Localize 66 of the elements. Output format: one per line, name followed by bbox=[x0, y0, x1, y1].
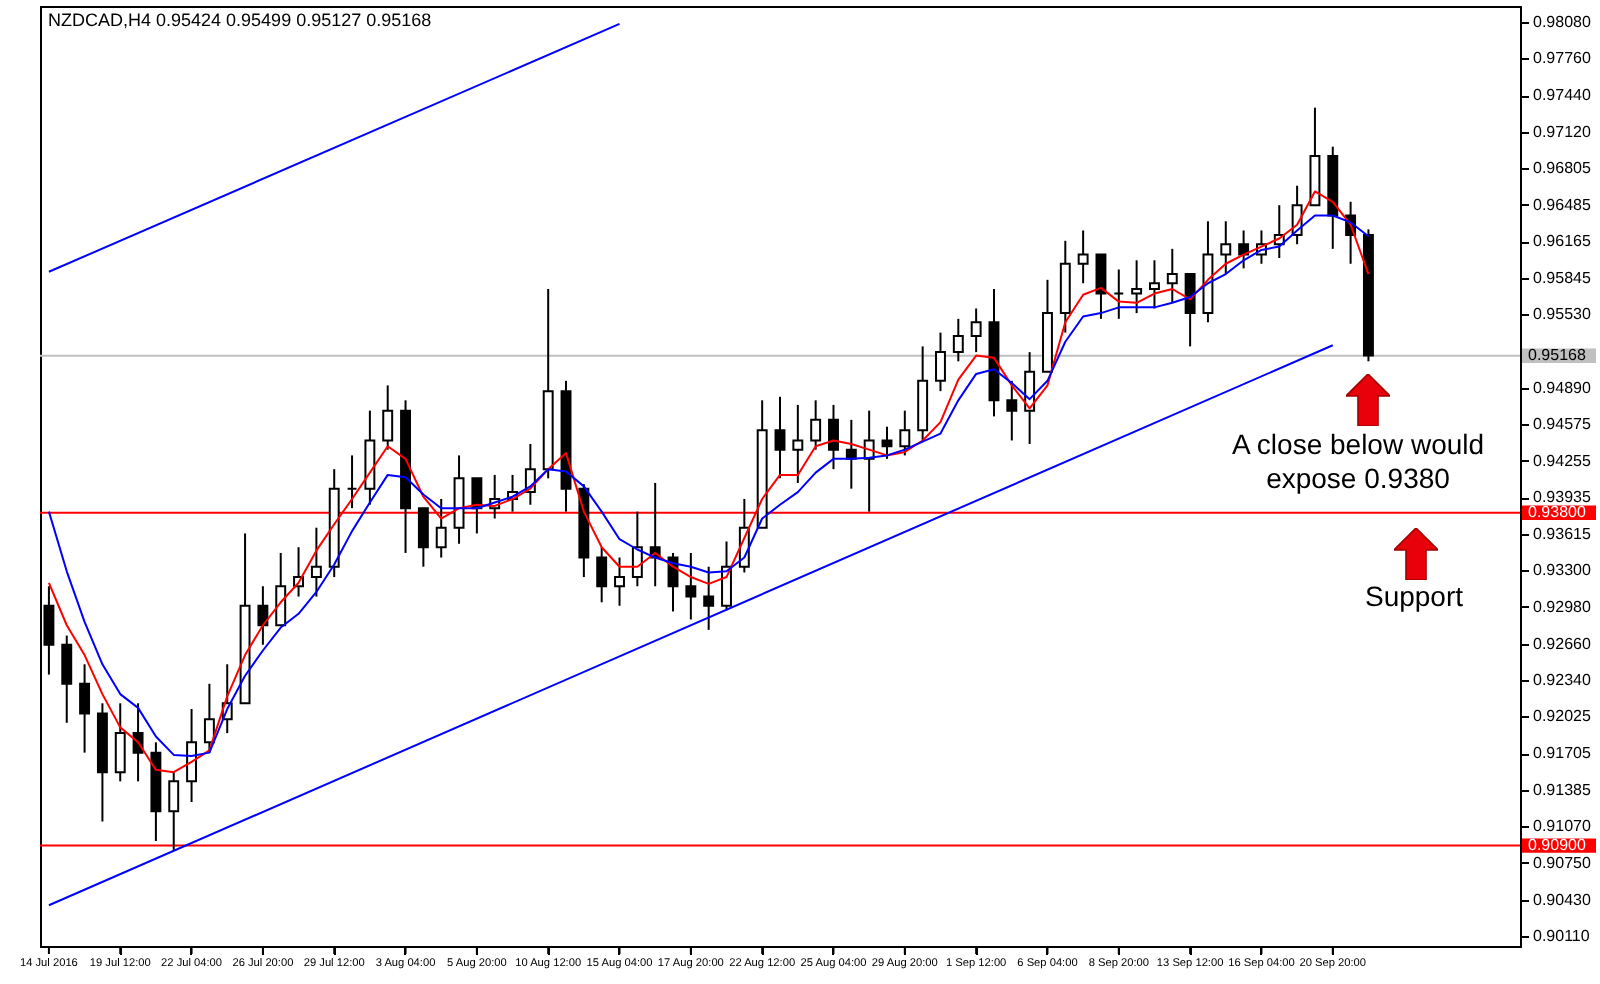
candlestick bbox=[275, 551, 287, 627]
candlestick bbox=[186, 708, 198, 803]
candlestick bbox=[952, 317, 964, 363]
candlestick bbox=[382, 384, 394, 451]
y-tick-label: 0.97120 bbox=[1533, 122, 1592, 141]
y-tick-label: 0.96485 bbox=[1533, 195, 1592, 214]
candlestick bbox=[1220, 220, 1232, 276]
y-tick-label: 0.93935 bbox=[1533, 488, 1592, 507]
y-tick-label: 0.94255 bbox=[1533, 451, 1592, 470]
candlestick bbox=[614, 556, 625, 607]
candlestick bbox=[132, 702, 144, 783]
candlestick bbox=[1131, 259, 1143, 315]
candlestick bbox=[828, 403, 839, 471]
candlestick bbox=[899, 409, 911, 457]
candlestick bbox=[810, 399, 822, 451]
candlestick bbox=[792, 403, 804, 484]
candlestick bbox=[1149, 259, 1160, 310]
y-tick-label: 0.92660 bbox=[1533, 634, 1592, 653]
candlestick bbox=[168, 771, 180, 852]
y-tick-label: 0.90110 bbox=[1533, 927, 1591, 946]
candlestick bbox=[471, 477, 483, 535]
y-tick-label: 0.90750 bbox=[1533, 853, 1592, 872]
candlestick bbox=[703, 565, 715, 631]
y-tick-label: 0.91705 bbox=[1533, 744, 1592, 763]
y-tick-label: 0.91385 bbox=[1533, 780, 1592, 799]
ref-line-label: 0.95168 bbox=[1528, 345, 1587, 364]
candlestick bbox=[61, 634, 73, 724]
y-tick-label: 0.96805 bbox=[1533, 158, 1592, 177]
y-tick-label: 0.92980 bbox=[1533, 597, 1592, 616]
candlestick bbox=[774, 395, 786, 480]
candlestick bbox=[1238, 229, 1250, 270]
candlestick bbox=[596, 546, 608, 604]
candlestick bbox=[970, 307, 982, 354]
candlestick bbox=[79, 663, 91, 754]
annotation: A close below would expose 0.9380 bbox=[1231, 428, 1485, 494]
candlestick bbox=[257, 585, 269, 646]
candlestick bbox=[203, 682, 215, 754]
y-tick-label: 0.95530 bbox=[1533, 305, 1592, 324]
y-tick-label: 0.93615 bbox=[1533, 525, 1592, 544]
y-tick-label: 0.97440 bbox=[1533, 86, 1592, 105]
y-tick-label: 0.95845 bbox=[1533, 269, 1592, 288]
ref-line-label: 0.93800 bbox=[1528, 502, 1587, 521]
y-tick-label: 0.92340 bbox=[1533, 671, 1592, 690]
chart-title: NZDCAD,H4 0.95424 0.95499 0.95127 0.95168 bbox=[48, 10, 432, 30]
y-tick-label: 0.91070 bbox=[1533, 817, 1592, 836]
candlestick bbox=[1006, 379, 1018, 442]
y-tick-label: 0.92025 bbox=[1533, 707, 1592, 726]
y-tick-label: 0.97760 bbox=[1533, 49, 1592, 68]
candlestick bbox=[935, 331, 946, 393]
candlestick bbox=[417, 507, 429, 568]
candlestick bbox=[685, 551, 697, 621]
candlestick bbox=[1184, 273, 1196, 348]
y-tick-label: 0.90430 bbox=[1533, 890, 1592, 909]
candlestick bbox=[114, 702, 126, 783]
candlestick bbox=[435, 498, 447, 559]
y-tick-label: 0.94890 bbox=[1533, 378, 1592, 397]
annotation: Support bbox=[1364, 580, 1464, 612]
candlestick bbox=[1077, 229, 1089, 285]
candlestick bbox=[1166, 247, 1178, 304]
ref-line-label: 0.90900 bbox=[1528, 835, 1587, 854]
y-tick-label: 0.94575 bbox=[1533, 414, 1592, 433]
y-tick-label: 0.93300 bbox=[1533, 561, 1592, 580]
y-tick-label: 0.96165 bbox=[1533, 232, 1592, 251]
y-tick-label: 0.98080 bbox=[1533, 12, 1592, 31]
candlestick bbox=[310, 526, 322, 598]
candlestick bbox=[881, 425, 893, 460]
